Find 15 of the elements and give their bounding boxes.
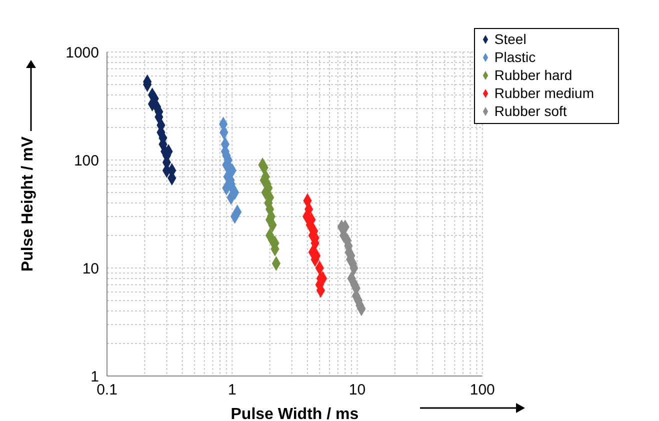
x-axis-title: Pulse Width / ms <box>230 406 359 421</box>
y-tick-label: 1 <box>90 368 99 386</box>
legend-label: Rubber medium <box>494 85 594 101</box>
y-tick-label: 10 <box>82 260 99 278</box>
y-axis-title: Pulse Height / mV <box>20 136 37 272</box>
x-tick-label: 10 <box>348 382 366 399</box>
legend-label: Rubber soft <box>494 103 567 119</box>
y-tick-label: 100 <box>74 152 99 170</box>
y-tick-label: 1000 <box>66 44 99 62</box>
legend-label: Plastic <box>494 49 536 65</box>
x-tick-label: 1 <box>228 382 236 399</box>
x-tick-label: 0.1 <box>96 382 118 399</box>
x-tick-label: 100 <box>470 382 495 399</box>
legend-label: Steel <box>494 31 526 47</box>
legend-label: Rubber hard <box>494 67 572 83</box>
